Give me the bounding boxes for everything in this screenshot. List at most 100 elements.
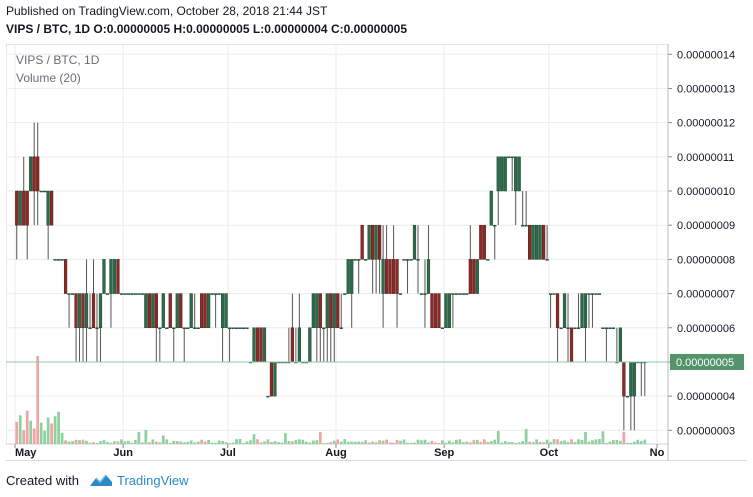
volume-bar	[496, 431, 500, 444]
volume-bar	[301, 439, 305, 444]
candle-body	[308, 327, 312, 363]
volume-bar	[39, 422, 43, 444]
volume-bar	[242, 442, 245, 444]
volume-bar	[500, 442, 504, 444]
candlestick-chart[interactable]: 0.00000003 0.00000004 0.00000005 0.00000006…	[6, 44, 747, 461]
candle-body	[116, 259, 120, 294]
volume-bar	[123, 441, 127, 444]
volume-bar	[479, 441, 483, 444]
volume-bar	[468, 442, 472, 444]
volume-bar	[605, 442, 608, 444]
volume-bar	[639, 441, 643, 444]
x-tick-label: Sep	[434, 447, 454, 459]
candle-body	[412, 224, 417, 260]
candle-body	[336, 293, 340, 329]
volume-bar	[224, 442, 228, 444]
volume-bar	[221, 441, 224, 444]
candle-body	[105, 293, 110, 295]
volume-bar	[315, 440, 319, 444]
volume-bar	[189, 440, 193, 444]
volume-bar	[287, 441, 291, 444]
volume-bar	[95, 442, 99, 444]
candle-body	[587, 293, 591, 295]
volume-bar	[388, 442, 392, 444]
x-tick-label: No	[650, 447, 665, 459]
candle-body	[126, 293, 131, 295]
chart-pane[interactable]: 0.00000003 0.00000004 0.00000005 0.00000006…	[6, 44, 747, 461]
volume-bar	[144, 429, 148, 444]
volume-bar	[343, 439, 347, 444]
volume-bar	[584, 432, 587, 444]
candle-body	[426, 259, 431, 294]
candle-body	[36, 156, 40, 192]
axes: 0.00000003 0.00000004 0.00000005 0.00000006…	[6, 44, 747, 461]
candle-body	[273, 361, 277, 397]
volume-bar	[632, 441, 636, 444]
candle-body	[217, 293, 221, 295]
volume-bar	[67, 441, 71, 444]
volume-bar	[629, 442, 633, 444]
candle-body	[405, 259, 410, 261]
volume-bar	[514, 442, 518, 444]
candle-body	[541, 224, 546, 260]
candle-body	[580, 293, 584, 329]
candle-body	[465, 293, 469, 295]
volume-bar	[615, 440, 619, 444]
symbol-label: VIPS / BTC, 1D	[6, 22, 91, 36]
candle-body	[57, 259, 61, 261]
candle-body	[569, 327, 574, 363]
candles	[15, 122, 647, 431]
y-tick-label: 0.00000010	[677, 186, 735, 198]
volume-bar	[622, 431, 626, 444]
volume-bar	[406, 442, 409, 444]
volume-bar	[140, 442, 144, 444]
volume-bar	[74, 439, 78, 444]
volume-bar	[601, 431, 605, 444]
volume-bar	[563, 440, 566, 444]
candle-body	[137, 293, 141, 295]
volume-bar	[486, 441, 490, 444]
candle-body	[566, 327, 570, 330]
volume-bar	[304, 441, 308, 444]
ohlc-label: C:	[327, 22, 344, 36]
candle-body	[88, 327, 92, 330]
grid	[6, 44, 669, 445]
volume-bar	[531, 442, 535, 444]
candle-body	[507, 156, 511, 159]
candle-body	[360, 224, 364, 260]
tradingview-link[interactable]: TradingView	[116, 472, 189, 488]
volume-bar	[280, 442, 284, 444]
candle-body	[102, 259, 106, 294]
candle-body	[259, 327, 263, 363]
volume-bar	[36, 356, 40, 444]
candle-body	[350, 259, 354, 294]
ohlc-label: L:	[249, 22, 265, 36]
volume-bar	[392, 442, 395, 444]
candle-body	[398, 293, 403, 295]
candle-body	[378, 224, 382, 260]
candle-body	[196, 327, 200, 330]
volume-bar	[311, 440, 315, 444]
candle-body	[297, 327, 301, 363]
volume-bar	[294, 439, 298, 444]
volume-bar	[552, 439, 556, 444]
volume-bar	[503, 441, 507, 444]
candle-body	[39, 190, 43, 193]
volume-bar	[50, 423, 53, 444]
candle-body	[489, 190, 493, 226]
volume-bar	[102, 440, 106, 444]
candle-body	[496, 156, 500, 192]
candle-body	[290, 327, 294, 363]
candle-body	[423, 293, 427, 295]
candle-body	[186, 327, 190, 330]
candle-body	[151, 293, 155, 329]
volume-bar	[99, 441, 102, 444]
volume-bar	[598, 439, 601, 444]
volume-bar	[587, 441, 591, 444]
candle-body	[472, 259, 476, 294]
candle-body	[482, 224, 486, 260]
volume-bar	[538, 442, 542, 444]
candle-body	[112, 259, 117, 294]
candle-body	[447, 293, 452, 329]
candle-body	[622, 361, 626, 397]
